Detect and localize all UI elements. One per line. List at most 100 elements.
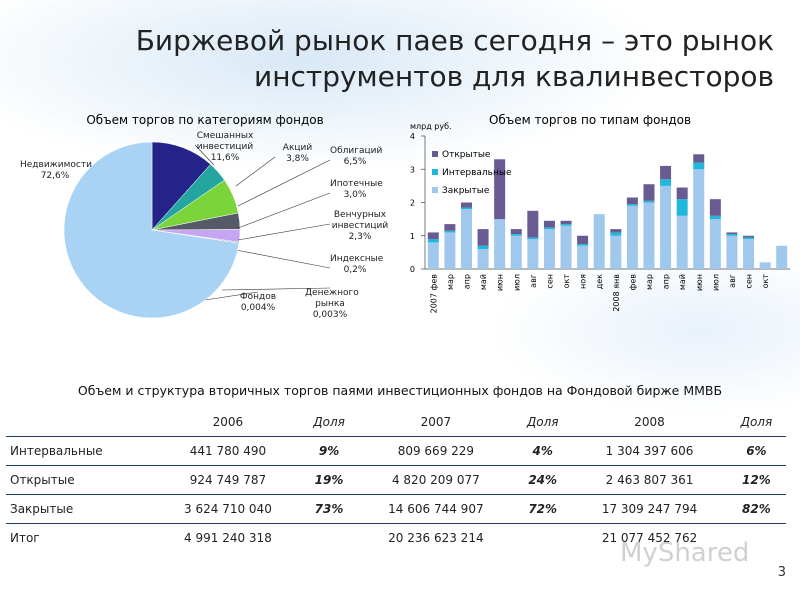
legend-swatch (432, 151, 438, 157)
bar-segment (776, 245, 788, 269)
bar-segment (510, 235, 522, 269)
bar-segment (427, 232, 439, 240)
table-cell: 12% (726, 465, 786, 495)
bar-segment (626, 197, 638, 205)
bar-segment (477, 245, 489, 250)
leader-line (237, 223, 331, 241)
slide-title: Биржевой рынок паев сегодня – это рынок (135, 24, 774, 57)
pie-label: Смешанных инвестиций 11,6% (195, 131, 255, 164)
table-cell: 20 236 623 214 (358, 523, 514, 552)
legend-swatch (432, 187, 438, 193)
x-tick-label: 2007 фев (429, 274, 438, 314)
bar-segment (709, 215, 721, 220)
legend-label: Закрытые (442, 186, 490, 196)
x-tick-label: авг (529, 274, 538, 288)
bar-segment (543, 220, 555, 228)
page-number: 3 (777, 565, 786, 580)
pie-label-name: Венчурных инвестиций (331, 210, 389, 231)
bar-segment (643, 200, 655, 203)
bar-segment (610, 232, 622, 236)
x-tick-label: апр (662, 274, 671, 289)
bar-segment (560, 224, 572, 226)
table-cell: 6% (726, 436, 786, 466)
bar-segment (494, 219, 506, 269)
y-tick-label: 2 (410, 199, 415, 208)
pie-label: Венчурных инвестиций 2,3% (330, 210, 390, 243)
bar-segment (427, 239, 439, 243)
header-cell: Доля (526, 415, 559, 429)
y-tick-label: 4 (410, 132, 415, 141)
header-cell: 2006 (212, 415, 244, 429)
bar-segment (593, 214, 605, 269)
bar-segment (693, 162, 705, 170)
bar-segment (709, 219, 721, 269)
bar-segment (510, 229, 522, 235)
bar-segment (527, 210, 539, 238)
bar-segment (527, 239, 539, 269)
bar-segment (676, 187, 688, 200)
pie-label: Облигаций 6,5% (330, 146, 382, 168)
x-tick-label: май (678, 274, 687, 290)
table-cell: 21 077 452 762 (572, 523, 727, 552)
y-tick-label: 1 (410, 232, 415, 241)
bar-segment (444, 230, 456, 233)
leader-line (235, 249, 331, 269)
header-cell: Доля (313, 415, 345, 429)
legend-label: Открытые (442, 150, 491, 160)
leader-line (237, 159, 331, 207)
pie-title: Объем торгов по категориям фондов (86, 113, 323, 127)
charts: Объем торгов по категориям фондов Объем … (63, 113, 790, 319)
bar-segment (693, 154, 705, 163)
pie-label-name: Денежного рынка (305, 288, 359, 309)
table-cell: 9% (299, 436, 359, 466)
bar-segment (726, 234, 738, 236)
x-tick-label: дек (595, 274, 604, 289)
bar-segment (527, 237, 539, 240)
pie-label: Акций 3,8% (275, 143, 320, 165)
y-axis-label: млрд руб. (410, 122, 452, 131)
pie-label: Денежного рынка 0,003% (305, 288, 359, 321)
header-row: 2006 Доля 2007 Доля 2008 Доля (6, 408, 786, 437)
table-cell: 4% (513, 436, 573, 466)
pie-label-value: 2,3% (348, 232, 372, 242)
bar-segment (676, 215, 688, 269)
pie-slice (151, 141, 211, 231)
legend-label: Интервальные (442, 168, 512, 178)
header-cell: 2008 (634, 415, 665, 429)
bar-segment (626, 204, 638, 206)
pie-label-name: Индексные (330, 254, 384, 264)
x-tick-label: июн (496, 274, 505, 291)
y-tick-label: 0 (410, 265, 415, 274)
x-tick-label: сен (745, 274, 754, 289)
bar-segment (460, 202, 472, 208)
bar-segment (726, 232, 738, 235)
pie-label: Ипотечные 3,0% (330, 179, 383, 201)
legend-swatch (432, 169, 438, 175)
y-tick-label: 3 (410, 165, 415, 174)
header-cell: 2007 (420, 415, 452, 429)
pie-label-value: 0,2% (343, 265, 367, 275)
x-tick-label: 2008 янв (612, 274, 621, 312)
x-tick-label: ноя (579, 274, 588, 289)
table-row: Интервальные 441 780 490 9% 809 669 229 4% 1 … (6, 436, 786, 466)
pie-label-value: 3,8% (286, 154, 309, 164)
table-cell: 17 309 247 794 (572, 494, 727, 524)
table: 2006 Доля 2007 Доля 2008 Доля Интервальные 441 … (6, 408, 786, 552)
pie-label-value: 3,0% (343, 190, 367, 200)
bar-segment (543, 229, 555, 269)
header-cell: Доля (740, 415, 773, 429)
x-tick-label: мар (645, 274, 654, 290)
x-tick-label: окт (562, 274, 571, 289)
bar-segment (759, 262, 771, 269)
table-cell (726, 523, 786, 552)
row-label: Закрытые (6, 494, 157, 524)
row-label: Итог (6, 523, 157, 552)
table-cell: 24% (513, 465, 573, 495)
pie-slice (63, 141, 240, 319)
bar-segment (444, 224, 456, 231)
bar-segment (577, 235, 589, 245)
bar-segment (543, 227, 555, 230)
table-cell: 809 669 229 (358, 436, 514, 466)
table-cell: 924 749 787 (156, 465, 300, 495)
pie-label-value: 6,5% (343, 157, 367, 167)
